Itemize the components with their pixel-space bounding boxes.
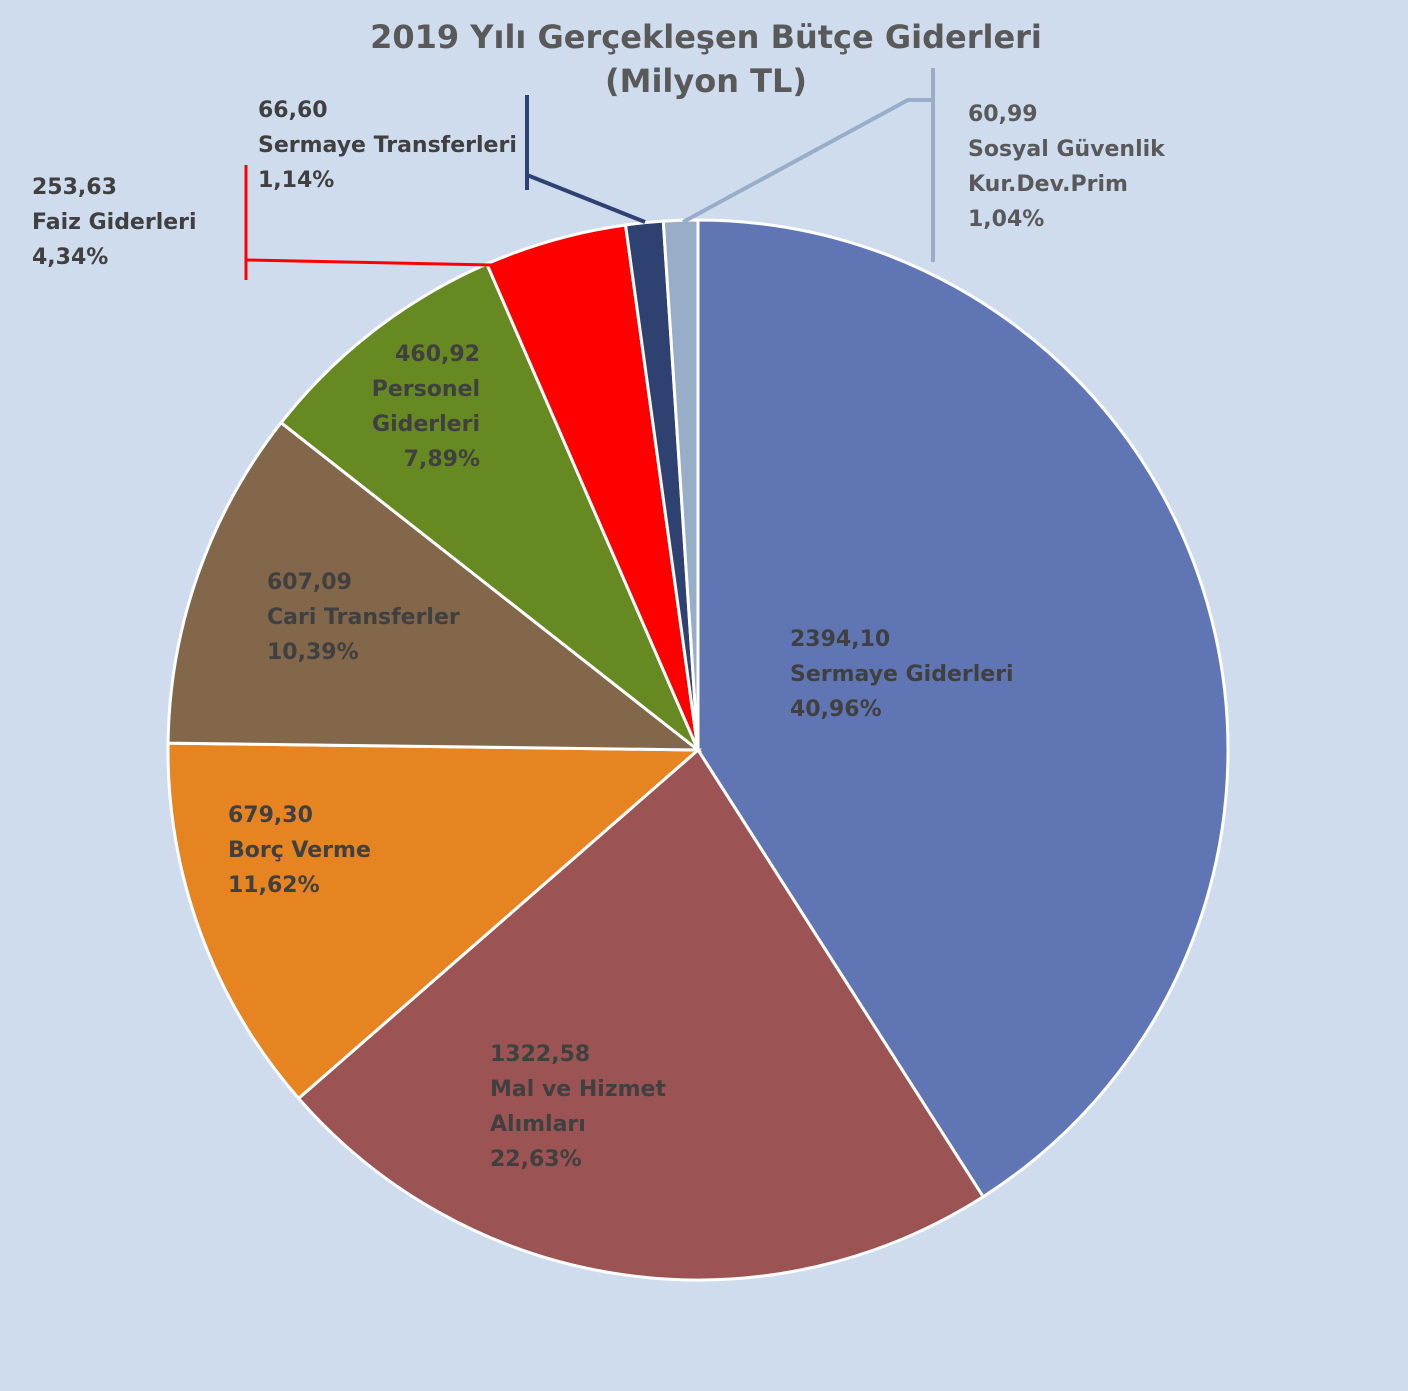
leader-line [245,258,493,267]
category-label: Mal ve Hizmet Alımları [490,1077,666,1137]
percentage-label: 40,96% [790,697,882,722]
data-label: 60,99 Sosyal Güvenlik Kur.Dev.Prim 1,04% [968,97,1208,237]
percentage-label: 10,39% [267,640,359,665]
category-label: Sermaye Giderleri [790,662,1014,687]
pie-slice [166,741,702,1101]
data-label: 2394,10 Sermaye Giderleri 40,96% [790,622,1014,727]
category-label: Cari Transferler [267,605,460,630]
value-label: 2394,10 [790,627,891,652]
value-label: 679,30 [228,803,313,828]
pie-slice [279,261,700,752]
chart-title: 2019 Yılı Gerçekleşen Bütçe Giderleri [370,18,1042,56]
value-label: 1322,58 [490,1042,591,1067]
percentage-label: 22,63% [490,1147,582,1172]
pie-slice [661,218,700,751]
category-label: Personel Giderleri [371,377,480,437]
data-label: 1322,58 Mal ve Hizmet Alımları 22,63% [490,1037,690,1177]
percentage-label: 11,62% [228,873,320,898]
percentage-label: 4,34% [32,245,109,270]
category-label: Faiz Giderleri [32,210,197,235]
value-label: 607,09 [267,570,352,595]
value-label: 253,63 [32,175,117,200]
chart-subtitle: (Milyon TL) [605,62,807,100]
category-label: Borç Verme [228,838,371,863]
leader-line [526,173,646,224]
pie-slice [696,218,1230,1199]
leader-line [682,98,933,224]
data-label: 66,60 Sermaye Transferleri 1,14% [258,93,517,198]
percentage-label: 1,14% [258,168,335,193]
data-label: 607,09 Cari Transferler 10,39% [267,565,460,670]
value-label: 460,92 [395,342,480,367]
percentage-label: 1,04% [968,207,1045,232]
pie-slice [296,747,986,1282]
data-label: 253,63 Faiz Giderleri 4,34% [32,170,197,275]
value-label: 60,99 [968,102,1038,127]
category-label: Sosyal Güvenlik Kur.Dev.Prim [968,137,1165,197]
data-label: 460,92 Personel Giderleri 7,89% [350,337,480,477]
pie-slice [166,420,703,752]
category-label: Sermaye Transferleri [258,133,517,158]
data-label: 679,30 Borç Verme 11,62% [228,798,371,903]
percentage-label: 7,89% [403,447,480,472]
value-label: 66,60 [258,98,328,123]
